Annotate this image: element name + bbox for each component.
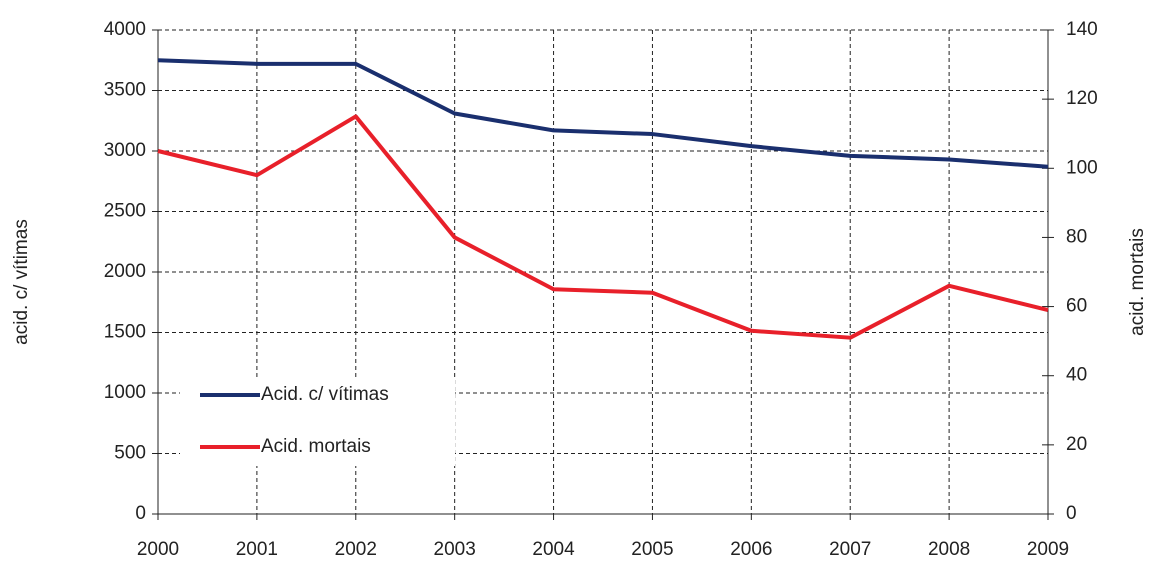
legend-box: [180, 378, 455, 466]
y2-tick-label: 40: [1066, 365, 1087, 386]
x-tick-label: 2002: [335, 539, 377, 560]
y-tick-label: 1500: [104, 322, 146, 343]
x-tick-label: 2005: [631, 539, 673, 560]
x-tick-label: 2006: [730, 539, 772, 560]
x-tick-label: 2008: [928, 539, 970, 560]
x-tick-label: 2001: [236, 539, 278, 560]
y2-tick-label: 100: [1066, 157, 1098, 178]
y-tick-label: 3000: [104, 140, 146, 161]
y-tick-label: 3500: [104, 80, 146, 101]
legend-label: Acid. mortais: [261, 436, 371, 457]
y-tick-label: 2500: [104, 201, 146, 222]
y2-tick-label: 120: [1066, 88, 1098, 109]
legend-label: Acid. c/ vítimas: [261, 384, 389, 405]
x-tick-label: 2009: [1027, 539, 1069, 560]
y-tick-label: 2000: [104, 261, 146, 282]
x-tick-label: 2004: [532, 539, 575, 560]
y-tick-label: 500: [114, 443, 146, 464]
y-tick-label: 0: [135, 503, 146, 524]
x-tick-label: 2007: [829, 539, 871, 560]
y2-tick-label: 60: [1066, 296, 1087, 317]
y-tick-label: 4000: [104, 19, 146, 40]
y2-axis-label: acid. mortais: [1127, 228, 1148, 336]
x-tick-label: 2000: [137, 539, 179, 560]
y2-tick-label: 80: [1066, 226, 1087, 247]
y2-tick-label: 140: [1066, 19, 1098, 40]
y-tick-label: 1000: [104, 382, 146, 403]
y2-tick-label: 20: [1066, 434, 1087, 455]
series-line: [157, 114, 1049, 340]
y-axis-label: acid. c/ vítimas: [11, 219, 32, 345]
series-line: [157, 58, 1049, 169]
x-tick-label: 2003: [434, 539, 476, 560]
y2-tick-label: 0: [1066, 503, 1077, 524]
